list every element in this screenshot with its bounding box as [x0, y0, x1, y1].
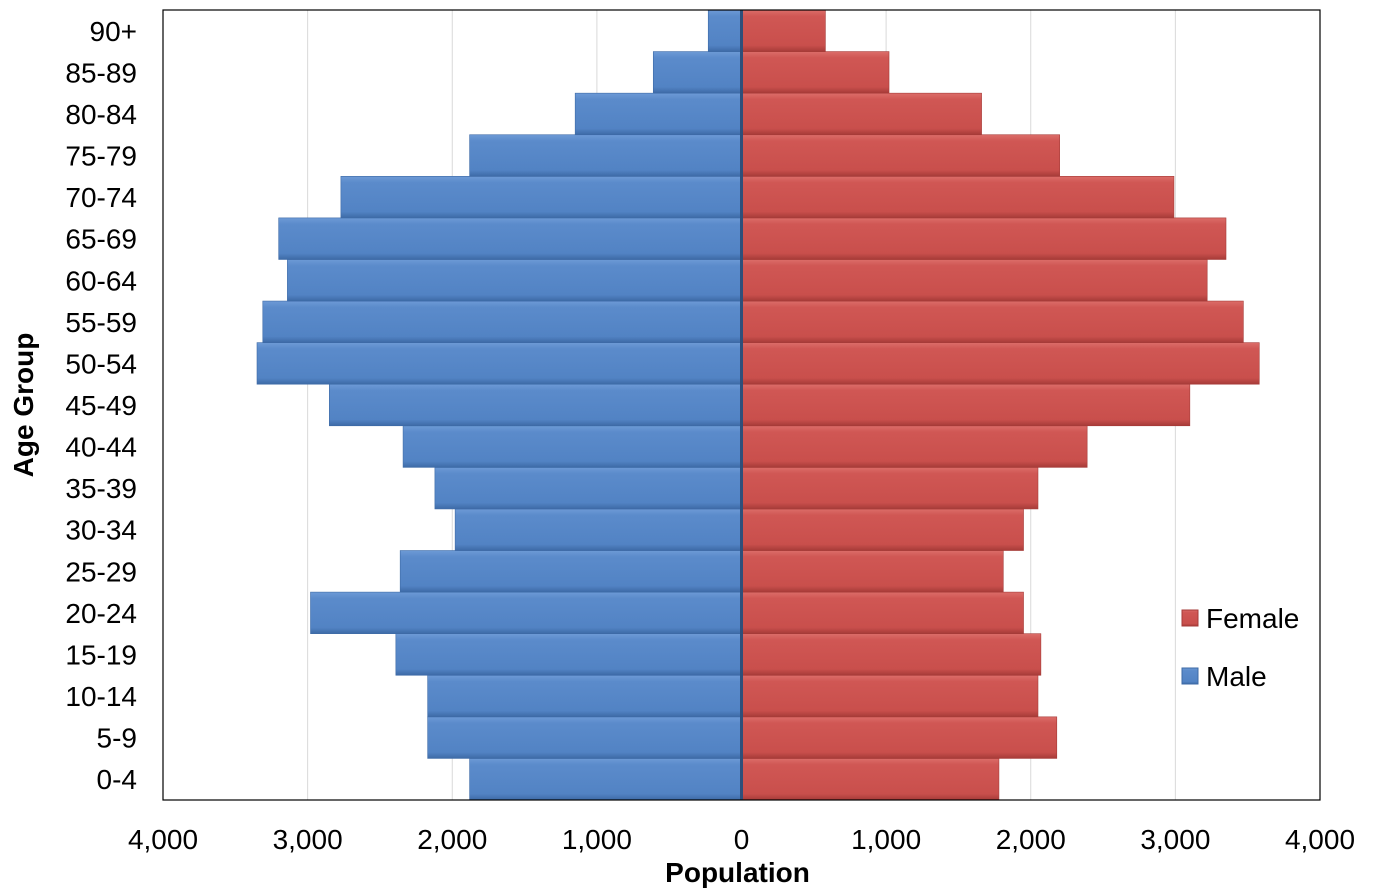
y-tick-label: 30-34	[65, 515, 137, 546]
y-tick-label: 70-74	[65, 182, 137, 213]
bar-female-5-9	[741, 716, 1058, 759]
bar-male-30-34	[454, 508, 742, 551]
bar-female-65-69	[741, 217, 1227, 260]
bar-female-85-89	[741, 51, 890, 94]
bar-female-50-54	[741, 342, 1260, 385]
y-tick-label: 55-59	[65, 307, 137, 338]
y-tick-label: 65-69	[65, 224, 137, 255]
bar-female-0-4	[741, 758, 1000, 801]
x-tick-label: 2,000	[996, 824, 1066, 855]
bar-female-25-29	[741, 550, 1004, 593]
x-tick-label: 2,000	[417, 824, 487, 855]
y-tick-label: 90+	[90, 16, 138, 47]
y-tick-label: 5-9	[97, 723, 137, 754]
y-tick-label: 60-64	[65, 265, 137, 296]
bar-male-15-19	[395, 633, 742, 676]
x-tick-label: 3,000	[273, 824, 343, 855]
x-tick-label: 0	[734, 824, 750, 855]
bar-male-65-69	[278, 217, 742, 260]
y-tick-label: 15-19	[65, 639, 137, 670]
legend-swatch-female	[1181, 609, 1199, 627]
bar-female-20-24	[741, 591, 1024, 634]
bar-female-35-39	[741, 467, 1039, 510]
bar-female-30-34	[741, 508, 1024, 551]
y-tick-label: 80-84	[65, 99, 137, 130]
y-tick-label: 10-14	[65, 681, 137, 712]
bar-male-35-39	[434, 467, 742, 510]
bar-male-55-59	[262, 300, 742, 343]
bar-male-90+	[707, 9, 742, 52]
bar-male-75-79	[469, 134, 742, 177]
y-tick-label: 25-29	[65, 556, 137, 587]
y-tick-label: 35-39	[65, 473, 137, 504]
legend-label-male: Male	[1206, 661, 1267, 692]
bar-male-85-89	[652, 51, 742, 94]
bar-male-0-4	[469, 758, 742, 801]
legend-swatch-male	[1181, 667, 1199, 685]
bar-male-10-14	[427, 674, 742, 718]
y-tick-label: 0-4	[97, 764, 137, 795]
y-axis-title: Age Group	[8, 333, 39, 478]
y-tick-label: 75-79	[65, 141, 137, 172]
y-axis-tick-labels: 0-4 5-9 10-14 15-19 20-24 25-29 30-34 35-39 40-4…	[65, 16, 137, 795]
bar-male-25-29	[399, 550, 742, 593]
bar-female-45-49	[741, 383, 1191, 427]
bar-female-75-79	[741, 134, 1060, 177]
plot-area-frame	[162, 9, 1321, 801]
legend-label-female: Female	[1206, 603, 1299, 634]
bar-female-40-44	[741, 425, 1088, 468]
bar-male-80-84	[574, 92, 742, 136]
bar-male-5-9	[427, 716, 742, 759]
y-tick-label: 40-44	[65, 432, 137, 463]
x-tick-label: 4,000	[128, 824, 198, 855]
y-tick-label: 20-24	[65, 598, 137, 629]
bar-female-70-74	[741, 176, 1175, 219]
bar-male-40-44	[402, 425, 742, 468]
x-tick-label: 3,000	[1140, 824, 1210, 855]
bar-female-60-64	[741, 259, 1208, 302]
bar-female-90+	[741, 9, 826, 52]
x-tick-label: 1,000	[562, 824, 632, 855]
bar-female-10-14	[741, 674, 1039, 718]
bar-male-70-74	[340, 176, 742, 219]
bar-male-60-64	[287, 259, 742, 302]
bar-male-45-49	[329, 383, 742, 427]
y-tick-label: 45-49	[65, 390, 137, 421]
bar-female-55-59	[741, 300, 1244, 343]
bars	[256, 9, 1260, 801]
y-tick-label: 85-89	[65, 57, 137, 88]
x-tick-label: 4,000	[1285, 824, 1355, 855]
y-tick-label: 50-54	[65, 348, 137, 379]
bar-male-50-54	[256, 342, 742, 385]
bar-male-20-24	[310, 591, 742, 634]
legend: Female Male	[1181, 603, 1299, 692]
bar-female-15-19	[741, 633, 1042, 676]
bar-female-80-84	[741, 92, 982, 136]
x-tick-label: 1,000	[851, 824, 921, 855]
x-axis-tick-labels: 4,000 3,000 2,000 1,000 0 1,000 2,000 3,000 4,00…	[128, 824, 1355, 855]
x-axis-title: Population	[665, 857, 810, 888]
